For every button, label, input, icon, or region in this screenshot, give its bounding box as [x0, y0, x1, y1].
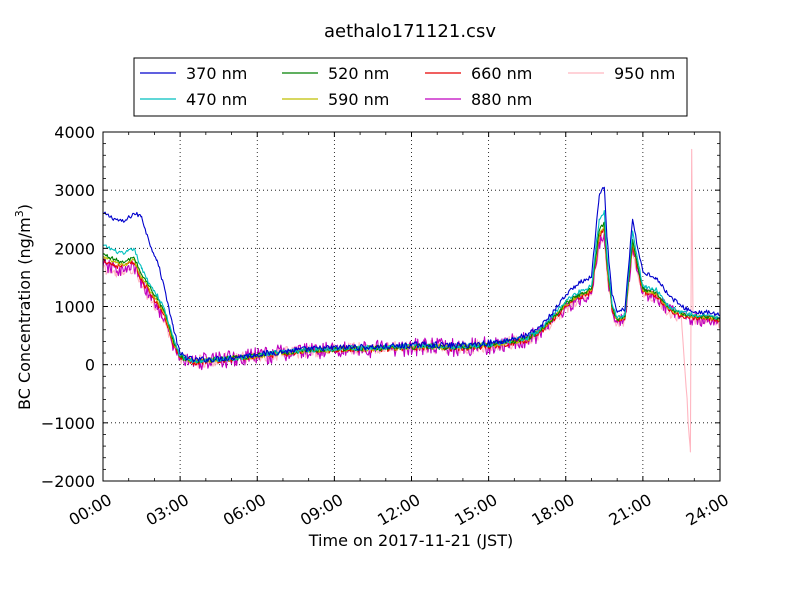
legend-label: 370 nm: [186, 64, 247, 83]
legend-label: 660 nm: [471, 64, 532, 83]
series-lines: [103, 148, 720, 453]
y-tick-label: −1000: [41, 414, 95, 433]
chart-title: aethalo171121.csv: [324, 21, 496, 42]
y-tick-label: 4000: [54, 123, 95, 142]
legend-label: 590 nm: [328, 90, 389, 109]
y-tick-label: 0: [85, 356, 95, 375]
y-axis-label-superscript: 3: [13, 210, 26, 217]
y-tick-label: −2000: [41, 472, 95, 491]
legend-label: 880 nm: [471, 90, 532, 109]
x-axis-label: Time on 2017-11-21 (JST): [308, 531, 513, 550]
legend-label: 470 nm: [186, 90, 247, 109]
grid: [103, 132, 720, 481]
y-axis-label: BC Concentration (ng/m3): [13, 204, 34, 410]
legend-label: 520 nm: [328, 64, 389, 83]
y-axis-label-close: ): [15, 204, 34, 210]
series-line-880-nm: [103, 233, 720, 371]
legend-frame: [133, 57, 688, 117]
y-tick-label: 1000: [54, 298, 95, 317]
legend: 370 nm 470 nm 520 nm 590 nm 660 nm 880 nm 950 …: [133, 57, 688, 117]
y-axis-label-main: BC Concentration (ng/m: [15, 217, 34, 410]
legend-label: 950 nm: [614, 64, 675, 83]
y-tick-label: 3000: [54, 181, 95, 200]
series-line-370-nm: [103, 186, 720, 363]
y-tick-label: 2000: [54, 239, 95, 258]
